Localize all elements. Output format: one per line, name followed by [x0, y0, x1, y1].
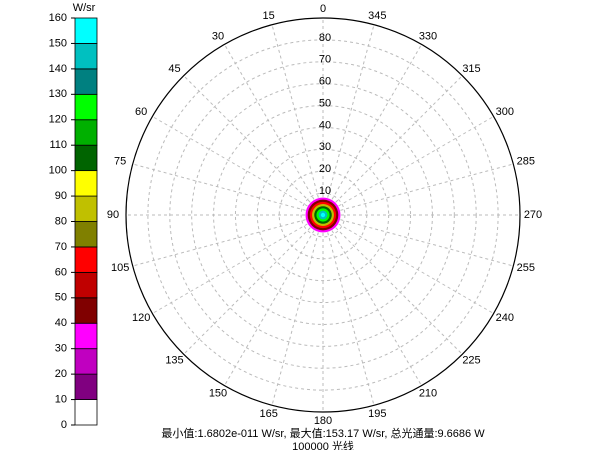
colorbar-bin [74, 195, 98, 222]
colorbar-bin [74, 373, 98, 400]
intensity-ring [320, 212, 326, 218]
grid-circle [256, 148, 390, 282]
colorbar-tick-label: 140 [49, 63, 67, 75]
grid-spoke [322, 214, 514, 267]
grid-circle [300, 192, 346, 238]
grid-spoke [322, 24, 375, 216]
colorbar-tick-label: 100 [49, 165, 67, 177]
grid-spoke [271, 214, 324, 406]
angle-label: 315 [462, 63, 480, 75]
angle-label: 75 [114, 156, 126, 168]
grid-spoke [152, 116, 324, 216]
angle-label: 105 [111, 262, 129, 274]
grid-spoke [152, 214, 324, 314]
colorbar-tick-label: 30 [55, 343, 67, 355]
colorbar-bin [74, 322, 98, 350]
colorbar-bin [74, 221, 98, 248]
grid-circle [234, 126, 412, 304]
grid-spoke [183, 75, 324, 216]
angle-label: 240 [496, 312, 514, 324]
colorbar-bin [74, 246, 98, 273]
angle-label: 30 [212, 31, 224, 43]
footer-line: 最小值:1.6802e-011 W/sr, 最大值:153.17 W/sr, 总… [161, 426, 485, 440]
colorbar-tick-label: 70 [55, 241, 67, 253]
colorbar-tick-label: 160 [49, 12, 67, 24]
colorbar-tick-label: 40 [55, 317, 67, 329]
grid-spoke [322, 116, 494, 216]
colorbar-bin [74, 348, 98, 375]
grid-spoke [132, 163, 324, 216]
grid-spoke [132, 214, 324, 267]
angle-label: 120 [132, 312, 150, 324]
grid-circle [213, 105, 433, 325]
grid-spoke [322, 214, 375, 406]
colorbar-tick-label: 120 [49, 114, 67, 126]
colorbar-tick-label: 60 [55, 266, 67, 278]
grid-spoke [322, 163, 514, 216]
radial-label: 40 [319, 119, 331, 131]
grid-circle [169, 61, 477, 369]
grid-spoke [322, 214, 422, 386]
radial-label: 80 [319, 32, 331, 44]
grid-spoke [322, 75, 463, 216]
colorbar-tick-label: 20 [55, 368, 67, 380]
colorbar-tick-label: 110 [49, 139, 67, 151]
grid-spoke [224, 44, 324, 216]
radial-label: 10 [319, 185, 331, 197]
grid-circle [191, 83, 455, 347]
angle-label: 285 [517, 156, 535, 168]
colorbar-bin [74, 297, 98, 324]
angle-label: 270 [524, 209, 542, 221]
angle-label: 90 [107, 209, 119, 221]
grid-spoke [322, 214, 494, 314]
colorbar-bin [74, 93, 98, 121]
angle-label: 195 [368, 408, 386, 420]
grid-circle [147, 39, 499, 391]
grid-spoke [183, 214, 324, 355]
angle-label: 345 [368, 10, 386, 22]
radial-label: 60 [319, 76, 331, 88]
colorbar-bin [74, 119, 98, 146]
angle-label: 210 [419, 387, 437, 399]
radial-label: 70 [319, 54, 331, 66]
colorbar-tick-label: 130 [49, 88, 67, 100]
colorbar-tick-label: 10 [55, 393, 67, 405]
colorbar-tick-label: 150 [49, 37, 67, 49]
angle-label: 0 [320, 3, 326, 15]
angle-label: 15 [263, 10, 275, 22]
colorbar-tick-label: 90 [55, 190, 67, 202]
colorbar-bin [74, 399, 98, 426]
angle-label: 225 [462, 355, 480, 367]
colorbar-bin [74, 144, 98, 172]
grid-spoke [271, 24, 324, 216]
colorbar-bin [74, 43, 98, 70]
grid-spoke [322, 44, 422, 216]
colorbar-bin [74, 271, 98, 299]
angle-label: 255 [517, 262, 535, 274]
angle-label: 45 [168, 63, 180, 75]
colorbar-label: W/sr [73, 2, 96, 14]
grid-circle [278, 170, 368, 260]
angle-label: 165 [259, 408, 277, 420]
grid-spoke [224, 214, 324, 386]
angle-label: 60 [135, 106, 147, 118]
colorbar-tick-label: 80 [55, 215, 67, 227]
outer-circle [125, 17, 521, 413]
grid-spoke [322, 214, 463, 355]
angle-label: 330 [419, 31, 437, 43]
angle-label: 180 [314, 415, 332, 427]
colorbar-tick-label: 0 [61, 419, 67, 431]
colorbar-tick-label: 50 [55, 292, 67, 304]
footer-line: 100000 光线 [292, 439, 354, 450]
angle-label: 135 [165, 355, 183, 367]
radial-label: 20 [319, 163, 331, 175]
radial-label: 50 [319, 97, 331, 109]
angle-label: 150 [209, 387, 227, 399]
angle-label: 300 [496, 106, 514, 118]
colorbar-bin [74, 170, 98, 197]
colorbar-bin [74, 17, 98, 44]
colorbar-bin [74, 68, 98, 95]
radial-label: 30 [319, 141, 331, 153]
